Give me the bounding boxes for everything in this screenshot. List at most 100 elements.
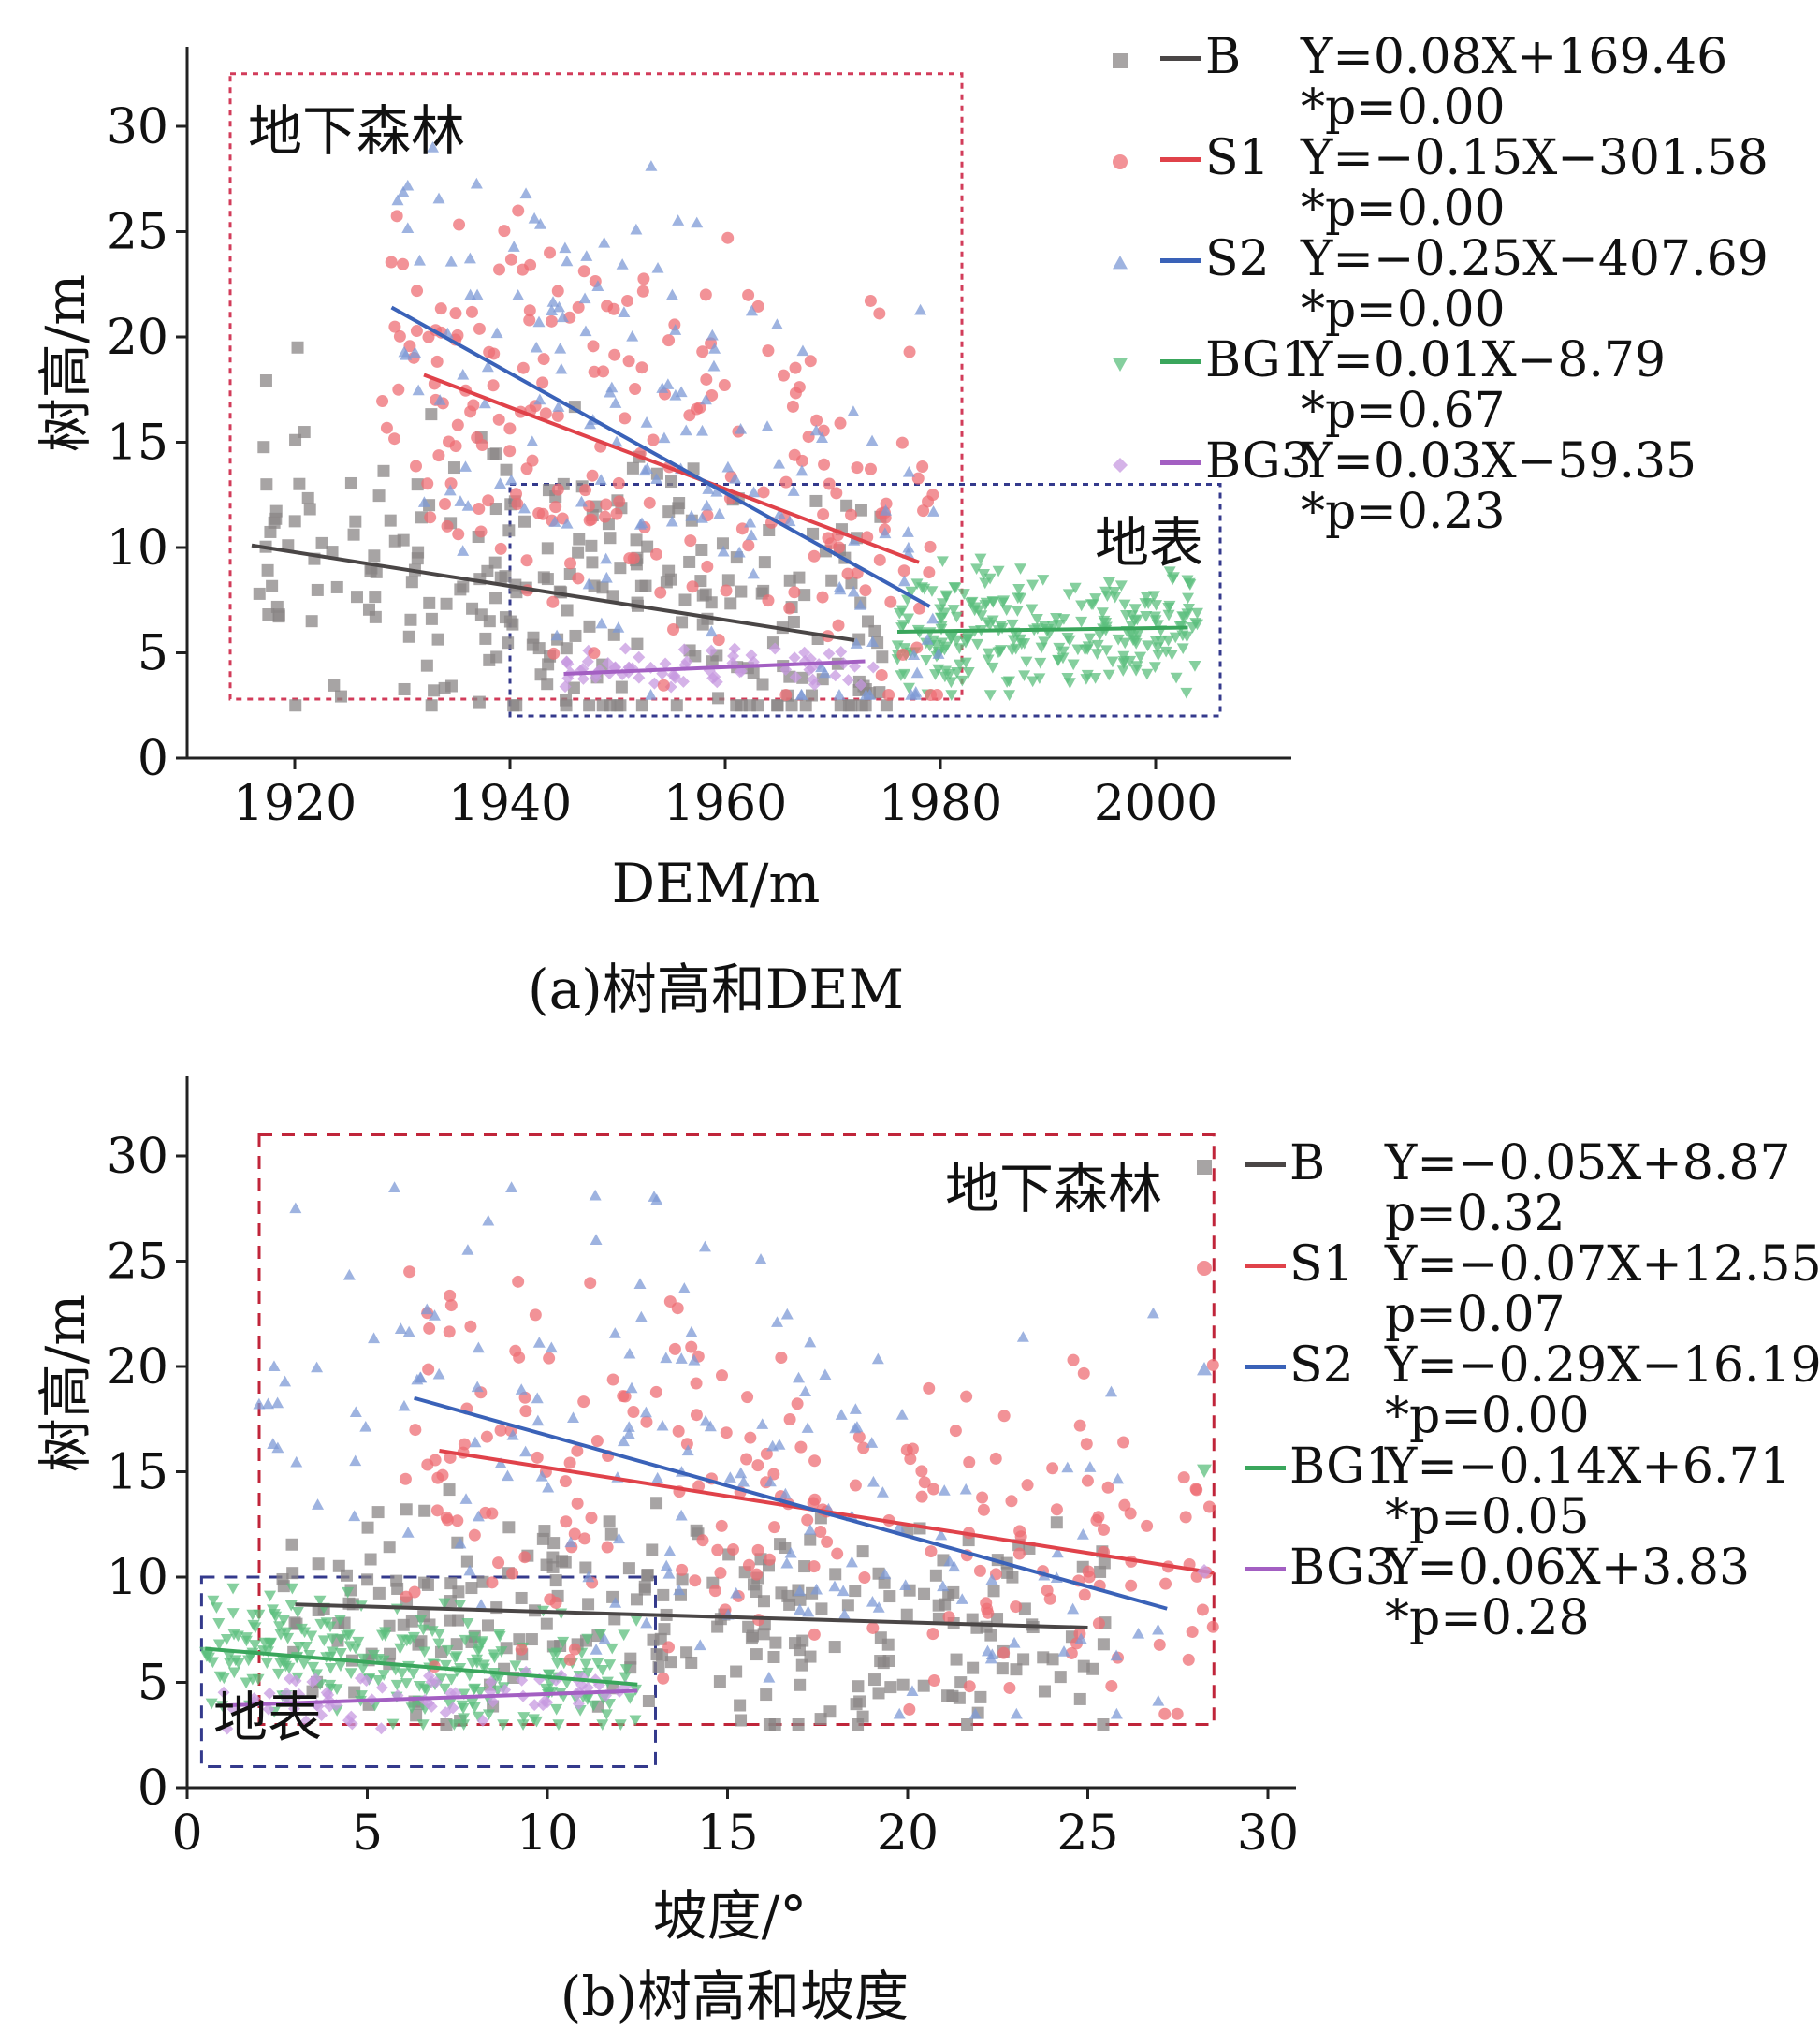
data-point	[796, 344, 809, 357]
data-point	[815, 1602, 828, 1615]
data-point	[623, 1347, 636, 1359]
data-point	[474, 525, 488, 538]
data-point	[364, 1553, 377, 1566]
data-point	[763, 1671, 776, 1683]
data-point	[397, 257, 410, 270]
legend-pvalue: *p=0.23	[1301, 484, 1506, 540]
data-point	[809, 494, 823, 507]
data-point	[552, 1719, 565, 1731]
data-point	[866, 661, 880, 674]
legend-pvalue: p=0.32	[1385, 1186, 1565, 1242]
data-point	[583, 699, 596, 712]
data-point	[744, 516, 757, 528]
data-point	[878, 1576, 891, 1589]
data-point	[801, 1422, 814, 1433]
data-point	[971, 638, 984, 650]
data-point	[688, 1353, 701, 1366]
data-point	[390, 1574, 403, 1587]
data-point	[635, 361, 648, 374]
data-point	[841, 1599, 854, 1612]
data-point	[306, 1675, 319, 1688]
data-point	[1003, 690, 1016, 701]
data-point	[1112, 634, 1125, 646]
data-point	[663, 1295, 677, 1308]
legend-line-s2	[1160, 258, 1201, 263]
data-point	[614, 562, 627, 575]
data-point	[517, 1719, 530, 1731]
data-point	[262, 1702, 275, 1716]
data-point	[548, 516, 561, 527]
data-point	[807, 527, 820, 540]
data-point	[268, 1609, 281, 1620]
data-point	[572, 1697, 585, 1710]
data-point	[527, 631, 540, 644]
data-point	[1073, 1419, 1086, 1432]
data-point	[925, 689, 938, 701]
data-point	[413, 254, 426, 266]
data-point	[679, 424, 692, 436]
data-point	[361, 1573, 374, 1586]
data-point	[721, 460, 735, 473]
data-point	[686, 580, 699, 593]
data-point	[680, 1646, 693, 1659]
data-point	[630, 1593, 643, 1606]
data-point	[641, 1569, 654, 1582]
data-point	[410, 1709, 423, 1722]
regression-line-b	[251, 543, 855, 642]
data-point	[398, 682, 411, 695]
legend-pvalue: *p=0.67	[1301, 383, 1506, 439]
data-point	[282, 539, 295, 552]
diamond-marker-icon	[1106, 451, 1134, 479]
data-point	[369, 591, 382, 604]
data-point	[560, 642, 573, 655]
data-point	[541, 542, 554, 555]
data-point	[893, 1521, 906, 1533]
data-point	[880, 699, 893, 712]
data-point	[1188, 661, 1201, 672]
data-point	[1077, 1366, 1090, 1380]
data-point	[610, 507, 623, 520]
data-point	[433, 1629, 446, 1640]
data-point	[436, 1468, 449, 1482]
data-point	[391, 1689, 404, 1702]
data-point	[1099, 617, 1113, 629]
data-point	[1196, 1603, 1209, 1616]
data-point	[285, 1583, 298, 1595]
data-point	[808, 1454, 822, 1468]
data-point	[581, 1633, 594, 1645]
data-point	[1092, 1511, 1105, 1524]
data-point	[398, 1399, 411, 1411]
legend-equation: Y=−0.25X−407.69	[1301, 231, 1769, 287]
y-axis-title: 树高/m	[34, 1293, 97, 1473]
data-point	[547, 1537, 561, 1550]
data-point	[461, 1244, 474, 1255]
data-point	[1003, 1681, 1016, 1694]
y-tick-label: 20	[107, 310, 168, 366]
legend-marker	[1197, 1160, 1212, 1175]
data-point	[814, 1525, 827, 1538]
data-point	[660, 1352, 673, 1364]
data-point	[591, 280, 604, 291]
data-point	[983, 690, 997, 701]
data-point	[1177, 1471, 1190, 1484]
data-point	[896, 1678, 910, 1691]
data-point	[757, 584, 770, 597]
data-point	[207, 1595, 220, 1607]
data-point	[619, 642, 632, 655]
data-point	[729, 472, 742, 484]
legend-equation: Y=−0.05X+8.87	[1385, 1135, 1791, 1191]
data-point	[483, 345, 496, 358]
data-point	[517, 361, 530, 374]
data-point	[587, 1700, 600, 1712]
data-point	[660, 1559, 673, 1571]
data-point	[459, 1493, 473, 1504]
data-point	[708, 343, 721, 354]
data-point	[376, 395, 389, 408]
data-point	[662, 1641, 676, 1654]
data-point	[403, 1265, 416, 1279]
region-label-forest: 地下森林	[248, 99, 465, 163]
data-point	[917, 1679, 930, 1692]
data-point	[425, 408, 438, 421]
data-point	[785, 699, 798, 712]
data-point	[515, 1643, 528, 1656]
